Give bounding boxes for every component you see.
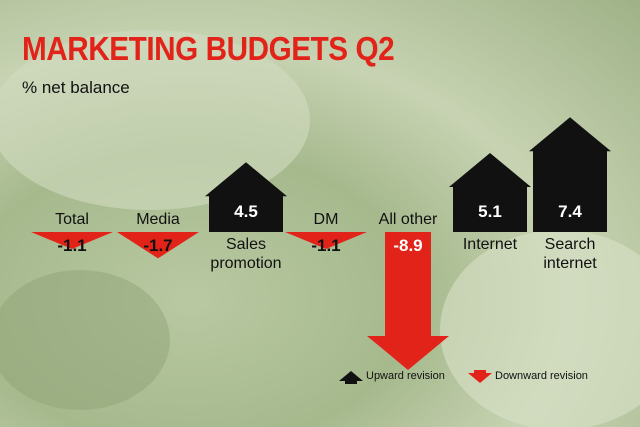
down-arrow [31, 232, 113, 250]
chart-title: MARKETING BUDGETS Q2 [22, 30, 395, 67]
background-shape [440, 230, 640, 427]
up-arrow [529, 117, 611, 232]
down-arrow [117, 232, 199, 259]
value-label: -8.9 [393, 236, 423, 255]
background-shape [0, 30, 310, 210]
up-arrow [205, 162, 287, 232]
value-label: -1.1 [311, 236, 341, 255]
value-label: 4.5 [234, 202, 258, 221]
legend-label: Downward revision [495, 370, 588, 382]
value-label: -1.1 [57, 236, 87, 255]
up-arrow [449, 152, 531, 232]
category-label: All other [378, 211, 438, 228]
legend-label: Upward revision [366, 370, 445, 382]
category-label: Media [136, 211, 180, 228]
down-arrow [367, 232, 449, 370]
background-shape [0, 270, 170, 410]
category-label: Total [55, 211, 89, 228]
legend-swatch [468, 370, 492, 383]
value-label: 7.4 [558, 202, 582, 221]
category-label: DM [313, 211, 339, 228]
category-label: Internet [462, 236, 518, 253]
chart-subtitle: % net balance [22, 78, 130, 97]
value-label: 5.1 [478, 202, 502, 221]
value-label: -1.7 [143, 236, 173, 255]
legend-swatch [339, 371, 363, 384]
category-label: Search internet [543, 236, 597, 272]
down-arrow [285, 232, 367, 250]
category-label: Sales promotion [210, 236, 282, 272]
